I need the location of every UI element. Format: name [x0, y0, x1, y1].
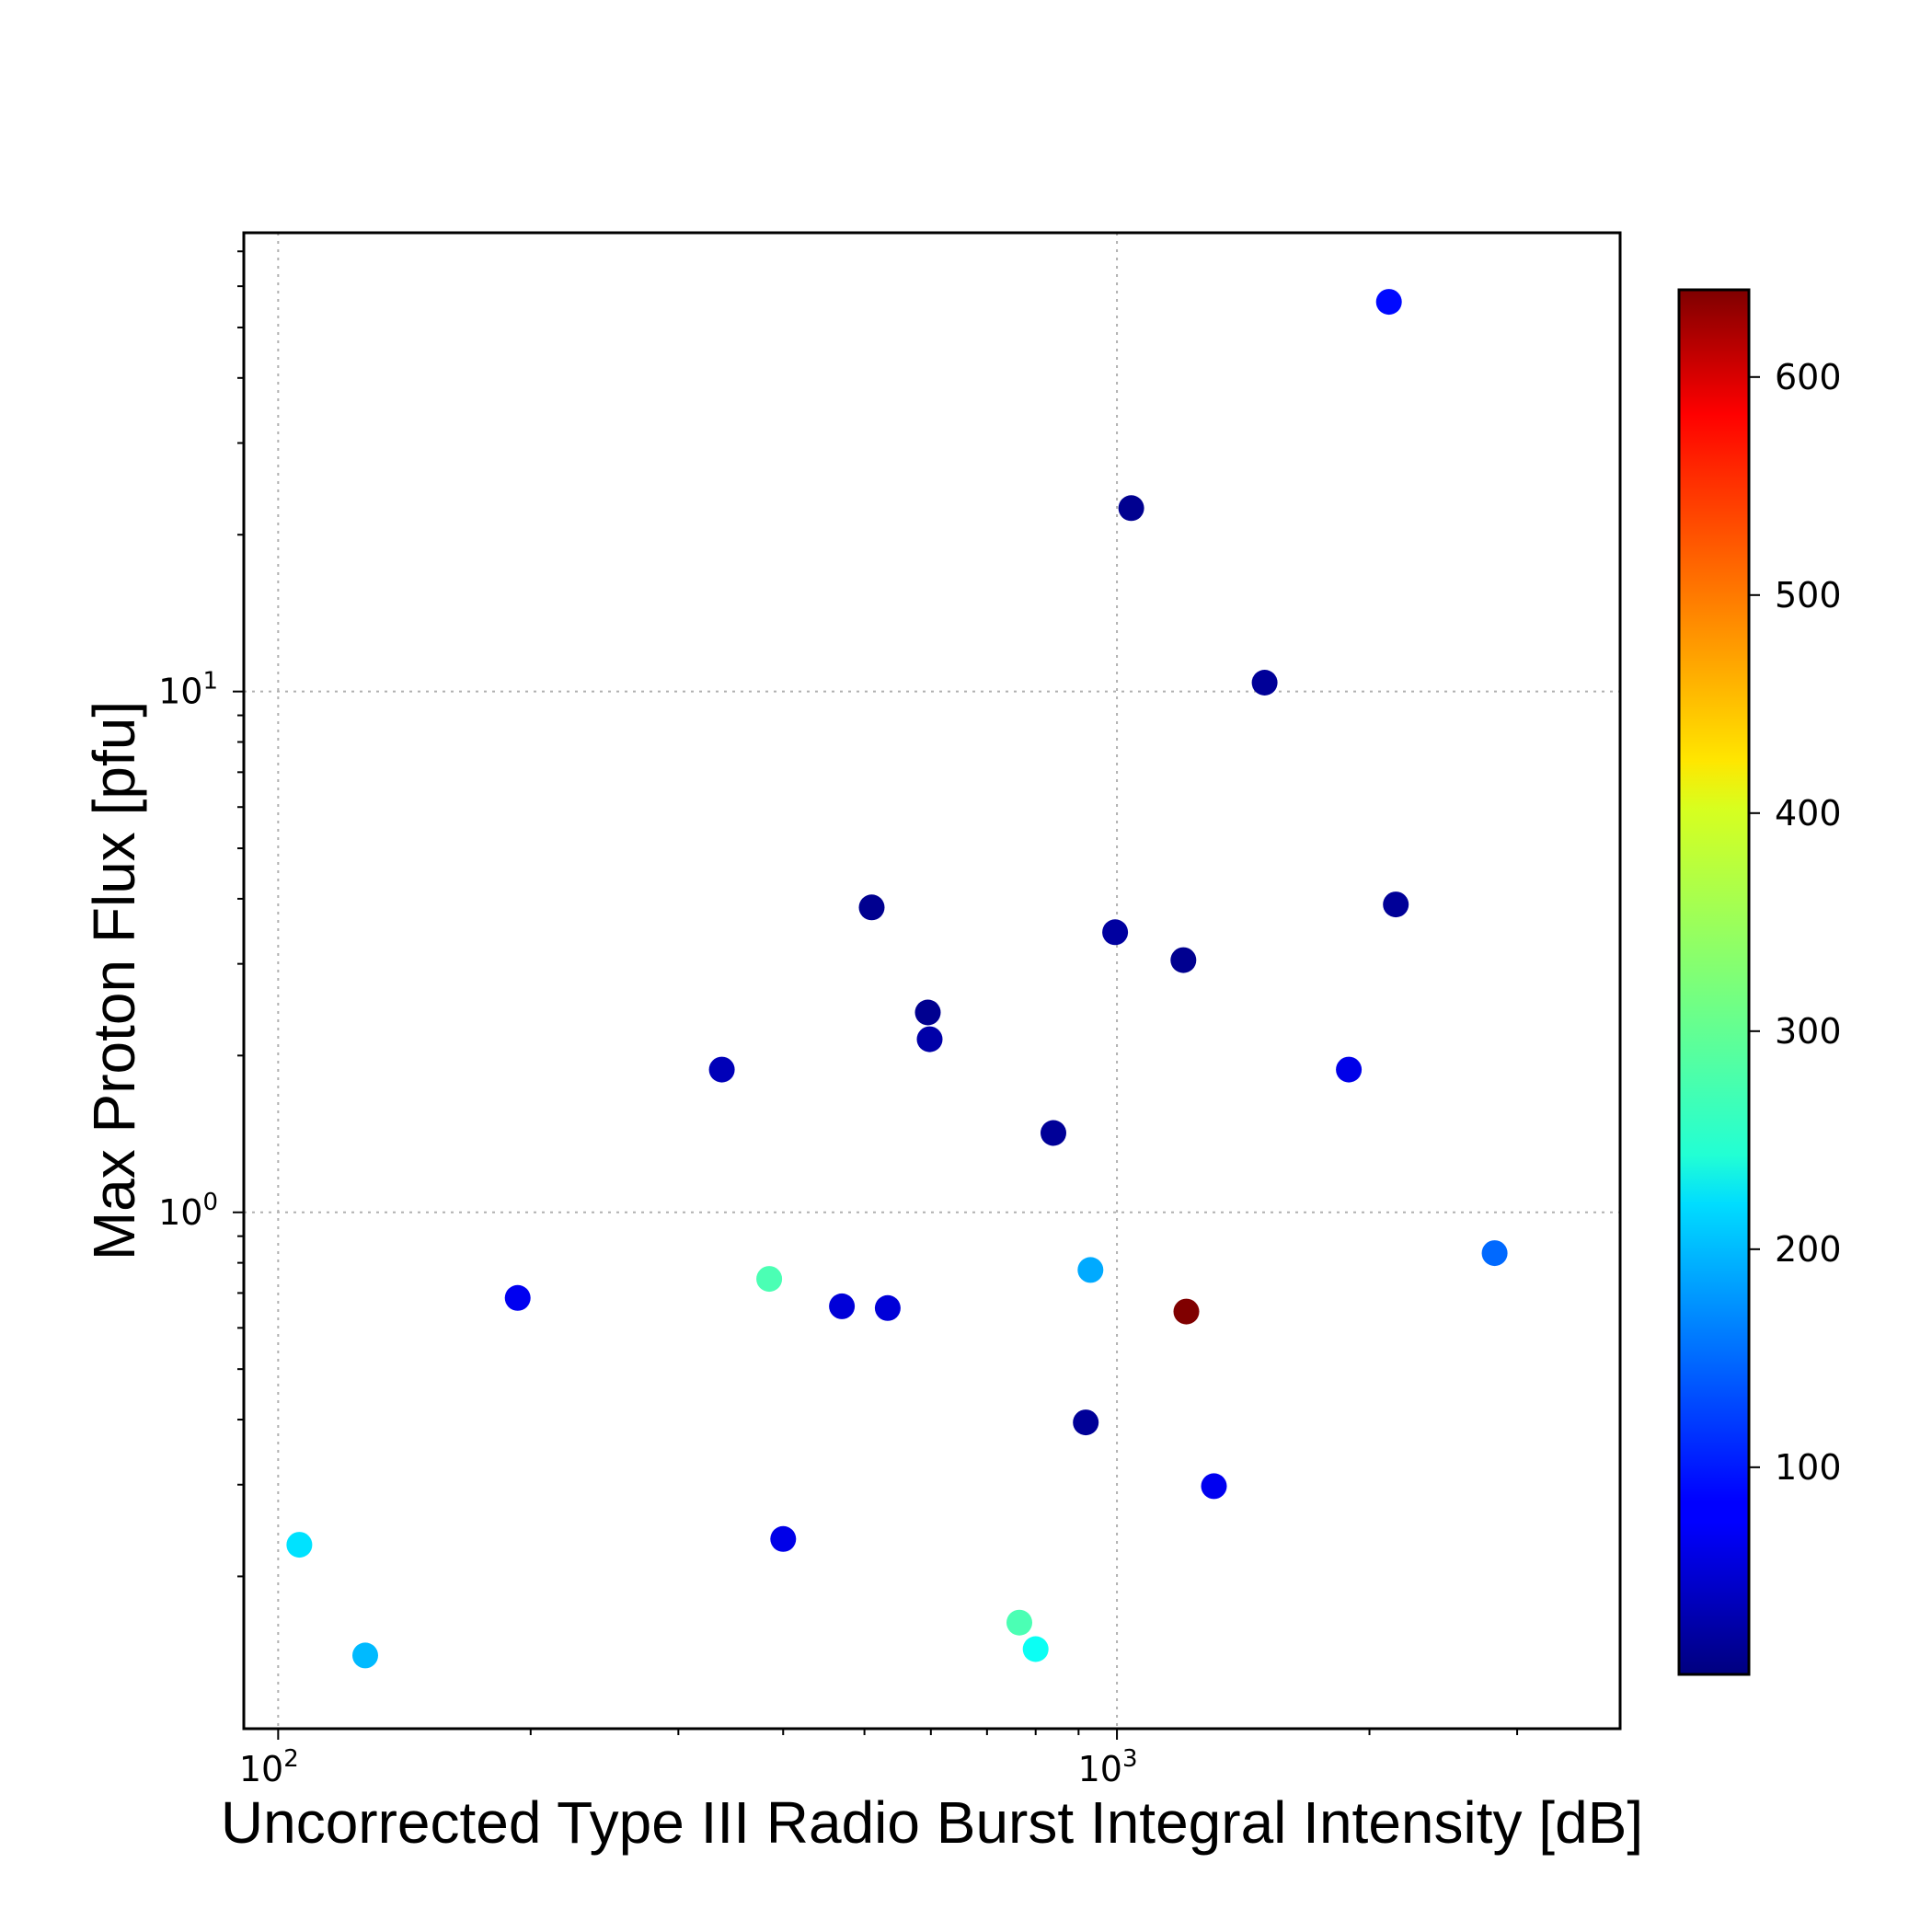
colorbar-tick-label: 400: [1775, 793, 1842, 834]
scatter-point: [1022, 1636, 1049, 1662]
scatter-point: [708, 1056, 735, 1083]
scatter-point: [1336, 1056, 1363, 1083]
y-tick-label: 101: [158, 668, 218, 712]
y-axis: 100 101: [158, 250, 244, 1578]
scatter-points: [286, 289, 1508, 1669]
scatter-point: [1201, 1473, 1227, 1500]
colorbar-tick-label: 200: [1775, 1229, 1842, 1270]
scatter-point: [1375, 289, 1402, 316]
colorbar-tick-label: 500: [1775, 575, 1842, 615]
scatter-point: [874, 1294, 901, 1321]
scatter-point: [1173, 1298, 1200, 1325]
y-tick-label: 100: [158, 1189, 218, 1233]
scatter-point: [914, 999, 941, 1026]
scatter-point: [858, 894, 885, 921]
scatter-point: [1251, 670, 1278, 696]
scatter-point: [829, 1293, 856, 1319]
y-axis-title: Max Proton Flux [pfu]: [81, 701, 147, 1260]
scatter-point: [1077, 1257, 1104, 1283]
scatter-point: [1102, 919, 1129, 946]
x-tick-label: 103: [1078, 1745, 1138, 1789]
scatter-point: [756, 1266, 783, 1293]
scatter-point: [286, 1532, 313, 1558]
x-axis-title: Uncorrected Type III Radio Burst Integra…: [221, 1789, 1643, 1856]
scatter-point: [770, 1525, 797, 1552]
scatter-point: [916, 1026, 943, 1052]
x-tick-label: 102: [239, 1745, 299, 1789]
colorbar-tick-label: 300: [1775, 1011, 1842, 1052]
scatter-point: [1170, 947, 1197, 973]
scatter-point: [1481, 1240, 1508, 1267]
scatter-point: [504, 1284, 531, 1311]
scatter-point: [1383, 891, 1409, 918]
scatter-point: [352, 1642, 378, 1669]
colorbar-tick-label: 600: [1775, 357, 1842, 397]
x-axis: 102 103: [239, 1729, 1519, 1789]
colorbar-tick-label: 100: [1775, 1447, 1842, 1488]
colorbar-ticks: 100 200 300 400 500 600: [1749, 357, 1842, 1488]
grid-lines: [244, 233, 1620, 1729]
scatter-point: [1041, 1120, 1066, 1146]
scatter-point: [1006, 1609, 1032, 1636]
scatter-point: [1073, 1409, 1099, 1436]
plot-frame: [242, 231, 1622, 1731]
colorbar: [1677, 288, 1751, 1676]
scatter-point: [1118, 495, 1144, 522]
